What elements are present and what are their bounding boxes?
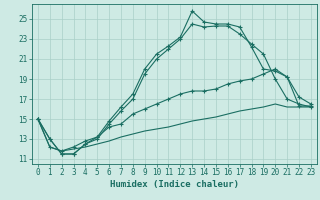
- X-axis label: Humidex (Indice chaleur): Humidex (Indice chaleur): [110, 180, 239, 189]
